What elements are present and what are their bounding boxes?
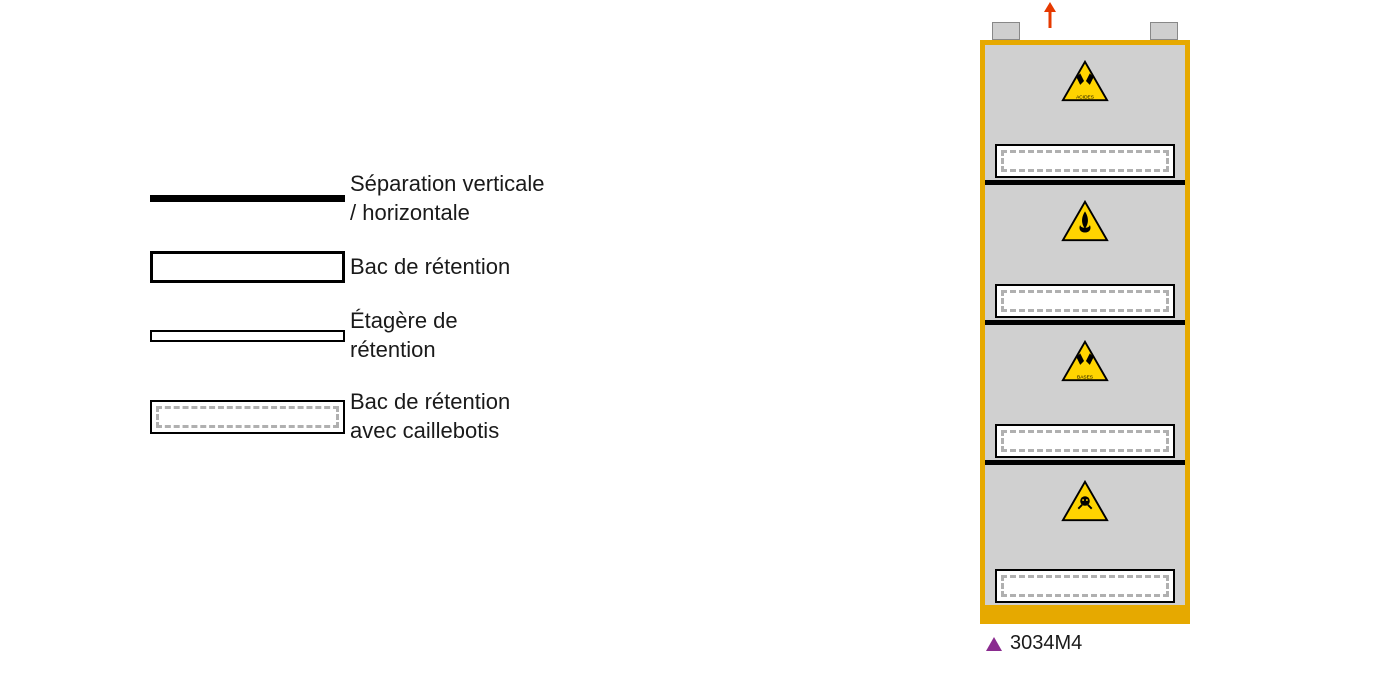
retention-shelf-icon: [150, 330, 345, 342]
legend-symbol-etagere: [150, 330, 350, 342]
legend-row-caillebotis: Bac de rétentionavec caillebotis: [150, 388, 670, 445]
shelf-tray: [995, 284, 1175, 318]
cabinet-model-code: 3034M4: [1010, 632, 1082, 655]
legend-symbol-bac: [150, 251, 350, 283]
hazard-bases-icon: BASES: [1061, 339, 1109, 383]
shelf-tray: [995, 424, 1175, 458]
hazard-label: ACIDES: [1076, 94, 1094, 100]
vent-right-icon: [1150, 22, 1178, 40]
cabinet-base: [980, 610, 1190, 624]
hazard-acides-icon: ACIDES: [1061, 59, 1109, 103]
cabinet-shelf-2: [985, 185, 1185, 325]
cabinet-caption: 3034M4: [980, 632, 1190, 655]
caption-marker-icon: [986, 637, 1002, 651]
cabinet-diagram: ACIDES BASES: [980, 22, 1190, 655]
legend-symbol-caillebotis: [150, 400, 350, 434]
vent-arrow-icon: [1040, 2, 1060, 30]
vertical-horizontal-separator-icon: [150, 195, 345, 202]
legend-label-bac: Bac de rétention: [350, 253, 510, 282]
cabinet-shelf-1: ACIDES: [985, 45, 1185, 185]
shelf-tray: [995, 144, 1175, 178]
vent-left-icon: [992, 22, 1020, 40]
cabinet-top-vents: [980, 22, 1190, 40]
cabinet-body: ACIDES BASES: [980, 40, 1190, 610]
legend-label-caillebotis: Bac de rétentionavec caillebotis: [350, 388, 510, 445]
retention-tray-grating-icon: [150, 400, 345, 434]
legend-label-etagere: Étagère derétention: [350, 307, 458, 364]
legend-row-bac: Bac de rétention: [150, 251, 670, 283]
hazard-label: BASES: [1077, 374, 1093, 380]
legend-row-etagere: Étagère derétention: [150, 307, 670, 364]
shelf-tray: [995, 569, 1175, 603]
legend-symbol-separation: [150, 195, 350, 202]
legend-row-separation: Séparation verticale/ horizontale: [150, 170, 670, 227]
retention-tray-icon: [150, 251, 345, 283]
hazard-flammable-icon: [1061, 199, 1109, 243]
legend: Séparation verticale/ horizontale Bac de…: [150, 170, 670, 470]
cabinet-shelf-4: [985, 465, 1185, 605]
cabinet-shelf-3: BASES: [985, 325, 1185, 465]
legend-label-separation: Séparation verticale/ horizontale: [350, 170, 544, 227]
diagram-root: Séparation verticale/ horizontale Bac de…: [0, 0, 1400, 700]
hazard-toxic-icon: [1061, 479, 1109, 523]
